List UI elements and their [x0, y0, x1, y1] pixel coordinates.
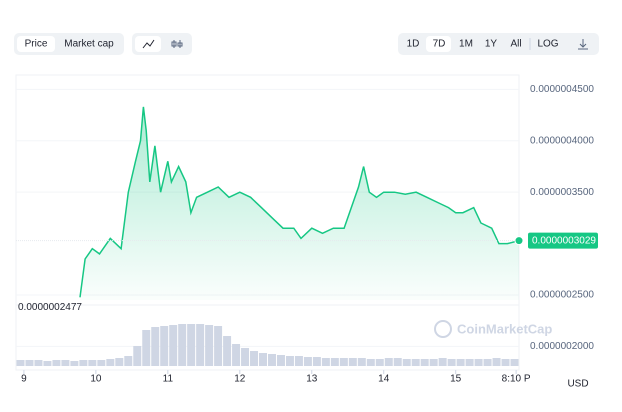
x-tick-label: 12 [234, 374, 246, 385]
volume-bar [97, 360, 106, 366]
volume-bar [115, 358, 124, 366]
range-button[interactable]: 1Y [485, 39, 498, 50]
x-tick-label: 14 [378, 374, 390, 385]
line-icon [142, 39, 155, 49]
y-tick-label: 0.0000002000 [530, 341, 594, 352]
volume-bar [52, 360, 61, 366]
volume-bar [294, 356, 303, 366]
watermark-logo [434, 320, 452, 338]
volume-bar [384, 358, 393, 366]
volume-bar [420, 359, 429, 366]
volume-bar [321, 358, 330, 366]
volume-bar [285, 356, 294, 366]
x-tick-label: 15 [450, 374, 462, 385]
x-tick-label: 8:10 P [502, 374, 531, 385]
volume-bar [151, 327, 160, 366]
volume-bar [187, 324, 196, 366]
volume-bar [456, 359, 465, 366]
volume-bar [465, 359, 474, 366]
volume-bar [483, 359, 492, 366]
volume-bar [43, 361, 52, 366]
range-button[interactable]: 1M [459, 39, 473, 50]
tab[interactable]: Price [25, 39, 48, 50]
volume-bar [124, 356, 133, 366]
range-active[interactable] [426, 36, 451, 52]
volume-bar [402, 359, 411, 366]
volume-bar [312, 357, 321, 366]
volume-bar [474, 359, 483, 366]
volume-bar [501, 359, 510, 366]
volume-bar [348, 358, 357, 366]
low-price-label: 0.0000002477 [18, 302, 82, 313]
volume-bar [106, 359, 115, 366]
volume-bar [250, 351, 259, 366]
volume-bar [393, 358, 402, 366]
range-button[interactable]: 7D [433, 39, 446, 50]
y-tick-label: 0.0000004000 [530, 135, 594, 146]
current-point [514, 236, 524, 246]
volume-bar [34, 360, 43, 366]
volume-bar [16, 360, 25, 366]
volume-bar [429, 359, 438, 366]
candle-icon[interactable] [171, 40, 183, 48]
volume-bar [411, 359, 420, 366]
y-tick-label: 0.0000004500 [530, 84, 594, 95]
volume-bar [169, 325, 178, 366]
volume-bar [133, 346, 142, 366]
volume-bar [268, 354, 276, 366]
volume-bar [214, 326, 223, 366]
volume-bar [196, 324, 205, 366]
range-button[interactable]: 1D [407, 39, 420, 50]
volume-bar [205, 325, 214, 366]
x-tick-label: 9 [21, 374, 27, 385]
plot-frame [15, 74, 520, 371]
volume-bar [276, 355, 285, 366]
volume-bar [142, 330, 151, 366]
volume-bar [223, 336, 232, 366]
range-button[interactable]: All [510, 39, 521, 50]
currency: USD [567, 379, 588, 390]
volume-bar [339, 358, 348, 366]
range-button[interactable]: LOG [537, 39, 558, 50]
x-tick-label: 10 [90, 374, 102, 385]
volume-bar [510, 359, 519, 366]
volume-bar [303, 357, 312, 366]
volume-bar [447, 359, 456, 366]
y-tick-label: 0.0000003500 [530, 187, 594, 198]
volume-bar [375, 359, 384, 366]
volume-bar [178, 324, 187, 366]
volume-bar [241, 348, 250, 366]
volume-bar [330, 358, 339, 366]
price-area [80, 106, 519, 301]
volume-bar [438, 358, 447, 366]
price-line [79, 106, 520, 298]
y-tick-label: 0.0000002500 [530, 290, 594, 301]
watermark: CoinMarketCap [457, 321, 552, 336]
volume-bar [366, 359, 375, 366]
tab[interactable]: Market cap [64, 39, 114, 50]
current-price-badge [528, 232, 598, 249]
volume-bar [25, 360, 34, 366]
volume-bar [70, 361, 79, 366]
volume-bar [357, 358, 366, 366]
volume-bar [160, 326, 169, 366]
volume-bar [61, 360, 70, 366]
download-icon[interactable] [578, 39, 588, 50]
volume-bar [232, 344, 241, 366]
volume-bar [79, 360, 88, 366]
volume-bar [259, 353, 267, 366]
x-tick-label: 13 [306, 374, 318, 385]
x-tick-label: 11 [163, 374, 174, 385]
volume-bar [492, 358, 501, 366]
volume-bar [88, 360, 97, 366]
tab-active[interactable] [17, 36, 55, 52]
current-price-label: 0.0000003029 [532, 236, 596, 247]
